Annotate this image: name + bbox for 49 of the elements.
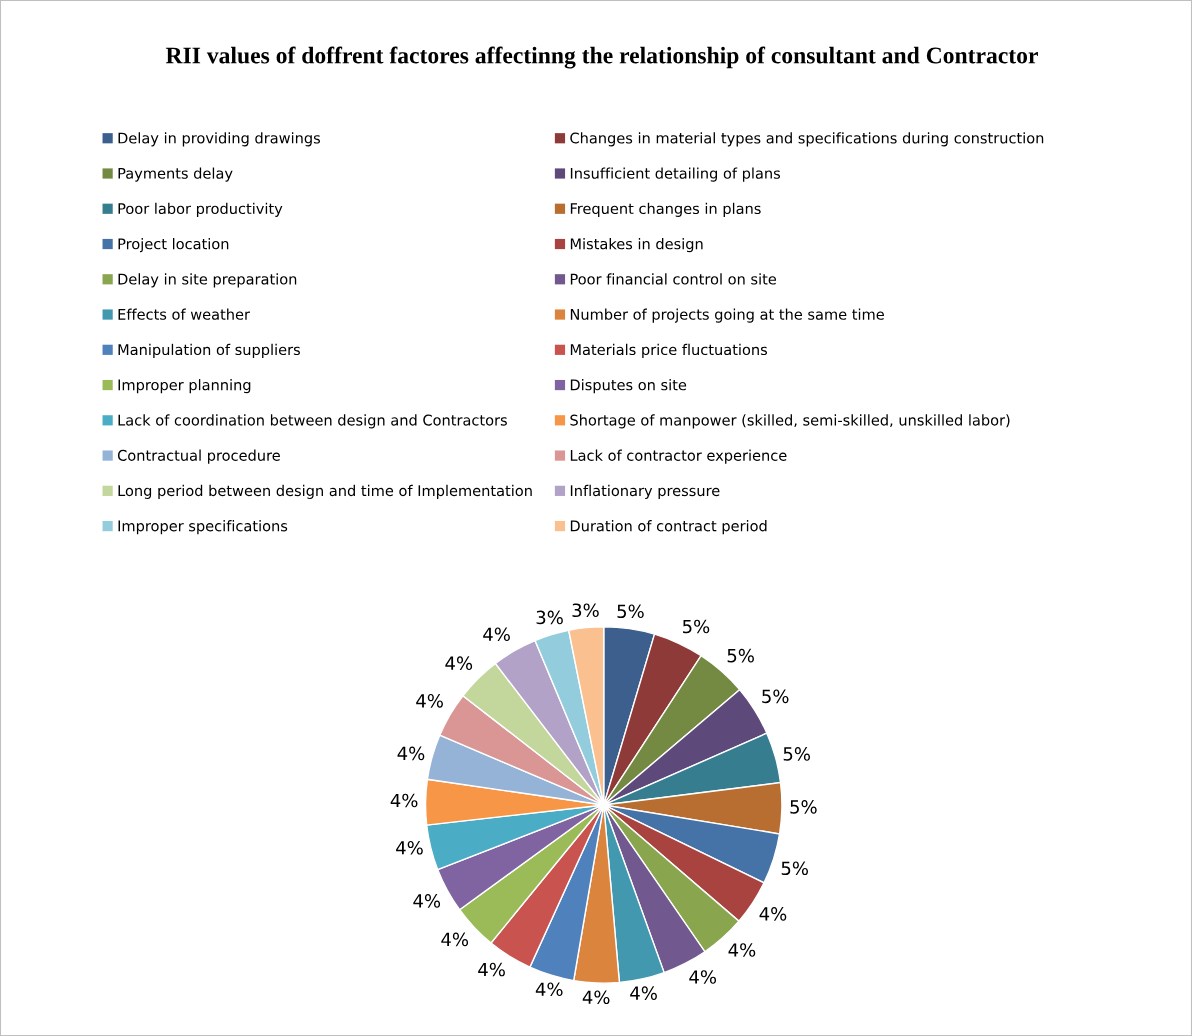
data-label: 5% (783, 747, 810, 761)
data-label: 3% (572, 603, 599, 618)
data-label: 5% (682, 619, 710, 634)
data-label: 4% (396, 840, 423, 855)
data-label: 5% (617, 604, 644, 619)
data-label: 3% (536, 610, 563, 625)
legend-label: Changes in material types and specifications during construction (570, 132, 1044, 147)
data-label: 4% (441, 932, 469, 947)
legend-label: Materials price fluctuations (570, 343, 768, 358)
data-label: 4% (483, 627, 510, 642)
data-label: 4% (416, 693, 443, 708)
data-label: 4% (413, 894, 441, 908)
data-label: 4% (397, 746, 425, 761)
legend-label: Improper specifications (118, 520, 288, 535)
legend-label: Disputes on site (570, 379, 687, 394)
legend-label: Delay in site preparation (118, 273, 297, 288)
legend-label: Project location (118, 238, 229, 253)
legend-label: Duration of contract period (570, 520, 767, 535)
legend-label: Shortage of manpower (skilled, semi-skilled, unskilled labor) (570, 414, 1010, 429)
legend-label: Frequent changes in plans (570, 202, 761, 217)
data-label: 4% (582, 990, 610, 1005)
legend-label: Delay in providing drawings (118, 132, 321, 147)
data-label: 4% (759, 907, 787, 921)
legend-label: Lack of contractor experience (570, 449, 787, 464)
data-label: 5% (790, 800, 817, 814)
data-label: 4% (390, 793, 418, 808)
legend-label: Contractual procedure (117, 449, 280, 464)
data-label: 4% (728, 943, 756, 957)
legend-label: Lack of coordination between design and Contractors (118, 414, 507, 429)
legend-label: Improper planning (118, 379, 251, 394)
data-label: 5% (762, 689, 789, 704)
legend-label: Effects of weather (118, 308, 250, 320)
legend-label: Poor labor productivity (118, 202, 283, 217)
data-label: 4% (445, 656, 473, 671)
data-label: 4% (478, 962, 505, 977)
legend-label: Manipulation of suppliers (118, 343, 300, 358)
data-label: 5% (781, 861, 808, 876)
data-label: 4% (689, 970, 717, 984)
legend-label: Payments delay (118, 167, 233, 182)
data-label: 4% (535, 982, 563, 997)
legend-label: Insufficient detailing of plans (570, 167, 781, 182)
data-label: 4% (630, 986, 657, 1000)
legend-label: Poor financial control on site (570, 273, 777, 285)
legend-label: Mistakes in design (570, 238, 703, 253)
chart-title: RII values of doffrent factores affectinng the relationship of consultant and Contractor (165, 46, 1038, 69)
legend-label: Long period between design and time of Implementation (118, 484, 532, 499)
data-label: 5% (727, 648, 754, 663)
legend-label: Inflationary pressure (570, 484, 720, 499)
legend-label: Number of projects going at the same time (570, 308, 884, 323)
